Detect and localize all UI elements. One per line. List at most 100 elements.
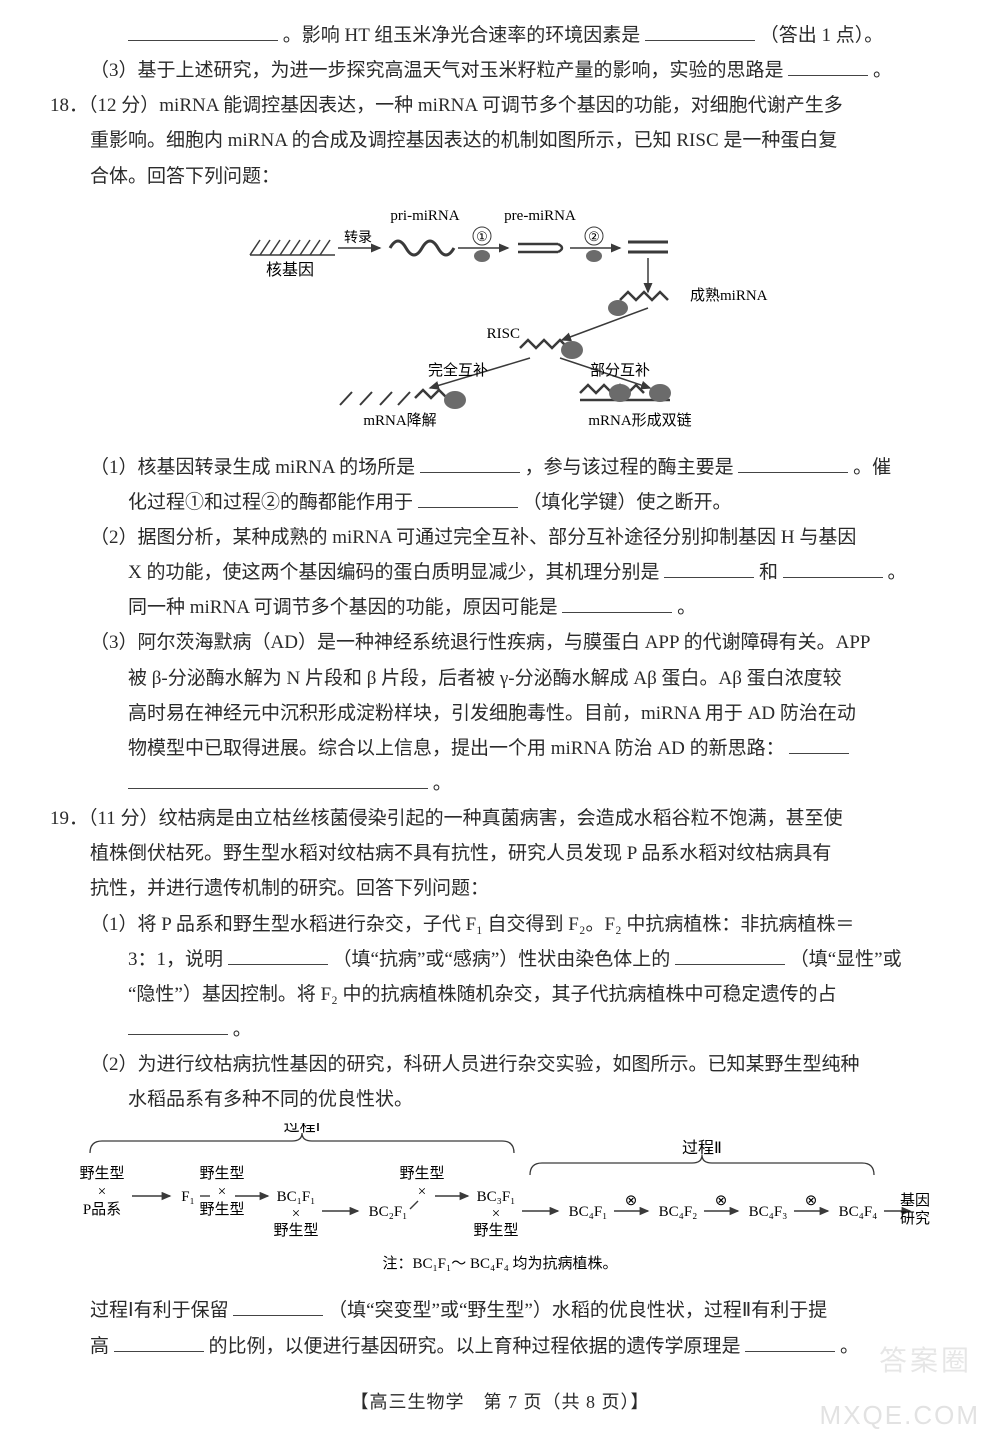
text: 合体。回答下列问题： <box>50 159 950 194</box>
text: 高时易在神经元中沉积形成淀粉样块，引发细胞毒性。目前，miRNA 用于 AD 防… <box>50 696 950 731</box>
svg-text:野生型: 野生型 <box>199 1165 244 1182</box>
svg-text:野生型: 野生型 <box>473 1222 518 1239</box>
q19-figure: 过程Ⅰ 过程Ⅱ 野生型 × P品系 F₁ 野生型 × 野生型 BC₁F₁ × <box>50 1123 950 1283</box>
q18-1: （1）核基因转录生成 miRNA 的场所是 ，参与该过程的酶主要是 。催 <box>50 450 950 485</box>
q19-1d: 。 <box>50 1012 950 1047</box>
prev-q3: （3）基于上述研究，为进一步探究高温天气对玉米籽粒产量的影响，实验的思路是 。 <box>50 53 950 88</box>
svg-text:成熟miRNA: 成熟miRNA <box>690 287 768 304</box>
text: （1）核基因转录生成 miRNA 的场所是 <box>90 457 415 478</box>
q18-intro: 18．（12 分）miRNA 能调控基因表达，一种 miRNA 可调节多个基因的… <box>50 88 950 123</box>
svg-text:部分互补: 部分互补 <box>590 362 650 379</box>
q19-1c: “隐性”）基因控制。将 F₂ 中的抗病植株随机杂交，其子代抗病植株中可稳定遗传的… <box>50 977 950 1012</box>
svg-text:BC₃F₁: BC₃F₁ <box>477 1189 516 1205</box>
q18: 18．（12 分）miRNA 能调控基因表达，一种 miRNA 可调节多个基因的… <box>50 88 950 801</box>
svg-text:×: × <box>98 1184 106 1200</box>
text: 重影响。细胞内 miRNA 的合成及调控基因表达的机制如图所示，已知 RISC … <box>50 123 950 158</box>
text: （3）阿尔茨海默病（AD）是一种神经系统退行性疾病，与膜蛋白 APP 的代谢障碍… <box>90 632 870 653</box>
svg-text:×: × <box>492 1206 500 1222</box>
svg-text:①: ① <box>476 229 488 244</box>
text: （2）为进行纹枯病抗性基因的研究，科研人员进行杂交实验，如图所示。已知某野生型纯… <box>90 1054 860 1075</box>
text: 植株倒伏枯死。野生型水稻对纹枯病不具有抗性，研究人员发现 P 品系水稻对纹枯病具… <box>50 836 950 871</box>
text: （1）将 P 品系和野生型水稻进行杂交，子代 F₁ 自交得到 F₂。F₂ 中抗病… <box>90 914 854 935</box>
q18-2: （2）据图分析，某种成熟的 miRNA 可通过完全互补、部分互补途径分别抑制基因… <box>50 520 950 555</box>
q19-1b: 3：1，说明 （填“抗病”或“感病”）性状由染色体上的 （填“显性”或 <box>50 942 950 977</box>
text: （填“抗病”或“感病”）性状由染色体上的 <box>333 949 671 970</box>
q-number: 19． <box>50 808 88 829</box>
svg-text:野生型: 野生型 <box>273 1222 318 1239</box>
svg-text:野生型: 野生型 <box>79 1165 124 1182</box>
svg-text:⊗: ⊗ <box>715 1193 728 1209</box>
text: 。 <box>233 1019 252 1040</box>
svg-text:过程Ⅱ: 过程Ⅱ <box>682 1139 722 1157</box>
text: 化过程①和过程②的酶都能作用于 <box>128 492 413 513</box>
svg-text:完全互补: 完全互补 <box>428 361 488 379</box>
q18-3: （3）阿尔茨海默病（AD）是一种神经系统退行性疾病，与膜蛋白 APP 的代谢障碍… <box>50 625 950 660</box>
svg-text:pri-miRNA: pri-miRNA <box>390 208 459 224</box>
text: （填化学键）使之断开。 <box>523 492 732 513</box>
text: 和 <box>759 562 778 583</box>
q19-intro: 19．（11 分）纹枯病是由立枯丝核菌侵染引起的一种真菌病害，会造成水稻谷粒不饱… <box>50 801 950 836</box>
text: （填“显性”或 <box>790 949 902 970</box>
q-number: 18． <box>50 95 88 116</box>
exam-page: 。影响 HT 组玉米净光合速率的环境因素是 （答出 1 点）。 （3）基于上述研… <box>0 0 1000 1449</box>
text: 。 <box>677 597 696 618</box>
q19-1: （1）将 P 品系和野生型水稻进行杂交，子代 F₁ 自交得到 F₂。F₂ 中抗病… <box>50 907 950 942</box>
text: 。 <box>873 60 892 81</box>
svg-text:BC₄F₁: BC₄F₁ <box>569 1204 608 1220</box>
svg-text:过程Ⅰ: 过程Ⅰ <box>284 1123 321 1135</box>
text: 过程Ⅰ有利于保留 <box>90 1300 229 1321</box>
text: X 的功能，使这两个基因编码的蛋白质明显减少，其机理分别是 <box>128 562 659 583</box>
text: 抗性，并进行遗传机制的研究。回答下列问题： <box>50 871 950 906</box>
text: 水稻品系有多种不同的优良性状。 <box>50 1082 950 1117</box>
q19-2c: 过程Ⅰ有利于保留 （填“突变型”或“野生型”）水稻的优良性状，过程Ⅱ有利于提 <box>50 1293 950 1328</box>
text: ，参与该过程的酶主要是 <box>525 457 734 478</box>
svg-text:BC₄F₃: BC₄F₃ <box>749 1204 788 1220</box>
text: 物模型中已取得进展。综合以上信息，提出一个用 miRNA 防治 AD 的新思路： <box>128 738 785 759</box>
svg-text:BC₄F₄: BC₄F₄ <box>839 1204 878 1220</box>
text: 。 <box>888 562 907 583</box>
svg-text:RISC: RISC <box>487 326 520 342</box>
q18-2b: X 的功能，使这两个基因编码的蛋白质明显减少，其机理分别是 和 。 <box>50 555 950 590</box>
svg-text:pre-miRNA: pre-miRNA <box>504 208 576 224</box>
svg-text:野生型: 野生型 <box>199 1201 244 1218</box>
svg-text:F₁: F₁ <box>181 1189 195 1205</box>
q18-2c: 同一种 miRNA 可调节多个基因的功能，原因可能是 。 <box>50 590 950 625</box>
q18-3e: 。 <box>50 766 950 801</box>
watermark-url: MXQE.COM <box>820 1400 980 1431</box>
svg-text:BC₄F₂: BC₄F₂ <box>659 1204 698 1220</box>
text: 。影响 HT 组玉米净光合速率的环境因素是 <box>283 25 641 46</box>
text: （3）基于上述研究，为进一步探究高温天气对玉米籽粒产量的影响，实验的思路是 <box>90 60 784 81</box>
svg-text:BC₂F₁: BC₂F₁ <box>369 1204 408 1220</box>
svg-text:⊗: ⊗ <box>625 1193 638 1209</box>
svg-text:②: ② <box>588 229 600 244</box>
text: （答出 1 点）。 <box>760 25 884 46</box>
page-footer: 【高三生物学 第 7 页（共 8 页）】 <box>50 1386 950 1419</box>
watermark-brand: 答案圈 <box>879 1339 972 1379</box>
q18-figure: 核基因 转录 pri-miRNA ① pre-miRNA ② <box>50 200 950 440</box>
svg-text:野生型: 野生型 <box>399 1165 444 1182</box>
text: “隐性”）基因控制。将 F₂ 中的抗病植株随机杂交，其子代抗病植株中可稳定遗传的… <box>128 984 837 1005</box>
text: 。催 <box>853 457 891 478</box>
text: 的比例，以便进行基因研究。以上育种过程依据的遗传学原理是 <box>209 1336 741 1357</box>
svg-text:转录: 转录 <box>344 230 372 246</box>
svg-text:BC₁F₁: BC₁F₁ <box>277 1189 316 1205</box>
text: 同一种 miRNA 可调节多个基因的功能，原因可能是 <box>128 597 558 618</box>
svg-text:P品系: P品系 <box>83 1201 121 1218</box>
svg-text:研究: 研究 <box>900 1210 930 1227</box>
svg-text:mRNA降解: mRNA降解 <box>363 412 436 429</box>
text: 。 <box>840 1336 859 1357</box>
text: （填“突变型”或“野生型”）水稻的优良性状，过程Ⅱ有利于提 <box>328 1300 827 1321</box>
svg-text:×: × <box>292 1206 300 1222</box>
text: 3：1，说明 <box>128 949 223 970</box>
q18-3d: 物模型中已取得进展。综合以上信息，提出一个用 miRNA 防治 AD 的新思路： <box>50 731 950 766</box>
text: 。 <box>433 773 452 794</box>
svg-text:⊗: ⊗ <box>805 1193 818 1209</box>
svg-text:×: × <box>418 1184 426 1200</box>
q-points: （12 分） <box>88 95 159 116</box>
prev-line: 。影响 HT 组玉米净光合速率的环境因素是 （答出 1 点）。 <box>50 18 950 53</box>
text: 纹枯病是由立枯丝核菌侵染引起的一种真菌病害，会造成水稻谷粒不饱满，甚至使 <box>159 808 843 829</box>
q19: 19．（11 分）纹枯病是由立枯丝核菌侵染引起的一种真菌病害，会造成水稻谷粒不饱… <box>50 801 950 1364</box>
text: 高 <box>90 1336 109 1357</box>
svg-text:mRNA形成双链: mRNA形成双链 <box>588 412 691 429</box>
text: miRNA 能调控基因表达，一种 miRNA 可调节多个基因的功能，对细胞代谢产… <box>159 95 843 116</box>
